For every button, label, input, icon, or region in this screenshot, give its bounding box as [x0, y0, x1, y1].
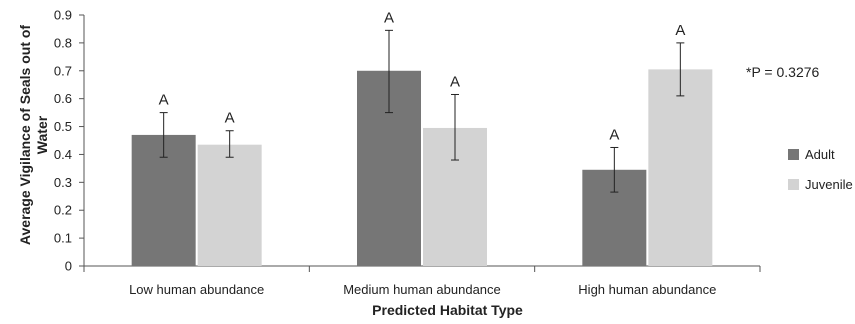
x-tick-label: Medium human abundance — [343, 282, 501, 297]
significance-letter-juvenile: A — [225, 110, 235, 127]
legend-label-adult: Adult — [805, 146, 835, 162]
y-tick-label: 0.5 — [54, 119, 72, 134]
legend-swatch-adult — [788, 148, 799, 160]
significance-letter-adult: A — [609, 126, 619, 143]
x-tick-label: High human abundance — [578, 282, 716, 297]
y-tick-label: 0.2 — [54, 203, 72, 218]
p-value-annotation: *P = 0.3276 — [746, 64, 820, 80]
significance-letter-adult: A — [159, 92, 169, 109]
legend-swatch-juvenile — [788, 178, 799, 190]
y-tick-label: 0.8 — [54, 35, 72, 50]
bar-juvenile — [648, 69, 713, 266]
legend-item-juvenile: Juvenile — [788, 176, 853, 192]
bar-juvenile — [197, 144, 262, 266]
significance-letter-juvenile: A — [450, 73, 460, 90]
y-tick-label: 0.7 — [54, 63, 72, 78]
legend: Adult Juvenile — [788, 146, 853, 206]
significance-letter-juvenile: A — [675, 22, 685, 39]
y-tick-label: 0.1 — [54, 231, 72, 246]
y-tick-label: 0.9 — [54, 8, 72, 23]
y-tick-label: 0.6 — [54, 91, 72, 106]
x-axis-title: Predicted Habitat Type — [372, 302, 523, 318]
y-axis-title-box: Average Vigilance of Seals out of Water — [4, 10, 64, 260]
y-tick-label: 0.4 — [54, 147, 72, 162]
x-tick-label: Low human abundance — [129, 282, 264, 297]
y-axis-title: Average Vigilance of Seals out of Water — [17, 24, 50, 246]
legend-item-adult: Adult — [788, 146, 853, 162]
significance-letter-adult: A — [384, 9, 394, 26]
y-tick-label: 0.3 — [54, 175, 72, 190]
legend-label-juvenile: Juvenile — [805, 176, 853, 192]
y-tick-label: 0 — [65, 259, 72, 274]
